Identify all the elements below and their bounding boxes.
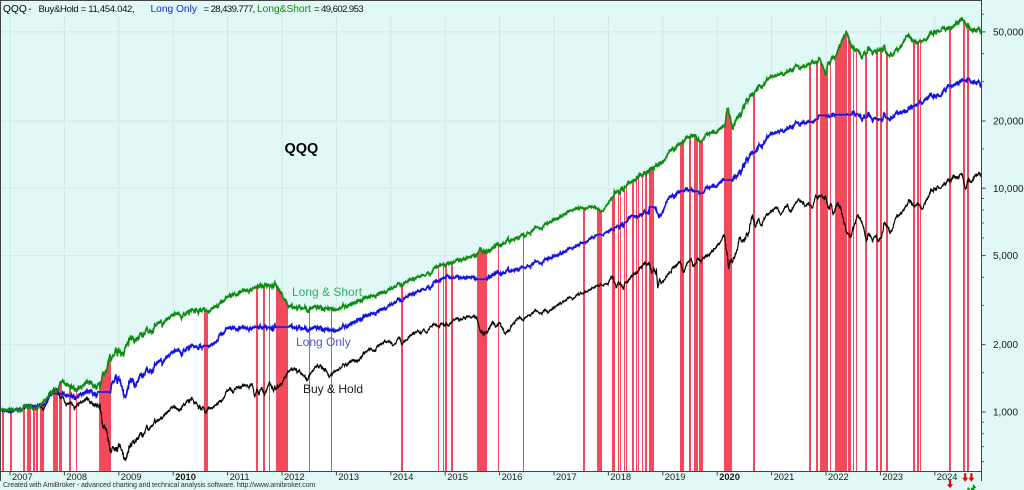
svg-text:Buy & Hold: Buy & Hold — [303, 382, 363, 396]
svg-text:2014: 2014 — [393, 472, 414, 482]
svg-text:2010: 2010 — [175, 472, 196, 482]
svg-text:Created with AmiBroker - advan: Created with AmiBroker - advanced charti… — [3, 481, 315, 489]
svg-text:2016: 2016 — [502, 472, 523, 482]
svg-text:2007: 2007 — [12, 472, 33, 482]
svg-text:2024: 2024 — [937, 472, 958, 482]
svg-text:2023: 2023 — [882, 472, 903, 482]
svg-text:2020: 2020 — [719, 472, 740, 482]
svg-text:-: - — [28, 4, 31, 15]
svg-text:2011: 2011 — [230, 472, 250, 482]
svg-text:20,000: 20,000 — [993, 117, 1024, 128]
svg-text:2022: 2022 — [828, 472, 849, 482]
svg-text:QQQ: QQQ — [3, 4, 27, 15]
svg-text:2021: 2021 — [774, 472, 795, 482]
svg-text:Buy&Hold = 11,454.042,: Buy&Hold = 11,454.042, — [39, 4, 135, 15]
svg-text:1,000: 1,000 — [993, 408, 1018, 419]
svg-text:50,000: 50,000 — [993, 27, 1024, 38]
svg-text:2008: 2008 — [66, 472, 87, 482]
svg-text:QQQ: QQQ — [285, 141, 319, 157]
svg-text:2012: 2012 — [284, 472, 305, 482]
svg-text:2019: 2019 — [665, 472, 686, 482]
svg-text:10,000: 10,000 — [993, 184, 1024, 195]
svg-text:2013: 2013 — [338, 472, 359, 482]
svg-text:Long Only: Long Only — [296, 335, 351, 349]
svg-text:= 28,439.777,: = 28,439.777, — [204, 4, 255, 15]
svg-text:2015: 2015 — [447, 472, 468, 482]
svg-text:Long Only: Long Only — [151, 4, 198, 15]
svg-text:2,000: 2,000 — [993, 340, 1018, 351]
svg-text:Long & Short: Long & Short — [292, 285, 363, 299]
svg-text:Long&Short: Long&Short — [257, 4, 311, 15]
svg-text:2017: 2017 — [556, 472, 577, 482]
svg-text:2018: 2018 — [610, 472, 631, 482]
svg-text:2009: 2009 — [121, 472, 142, 482]
svg-text:= 49,602.953: = 49,602.953 — [314, 4, 363, 15]
svg-text:5,000: 5,000 — [993, 251, 1018, 262]
